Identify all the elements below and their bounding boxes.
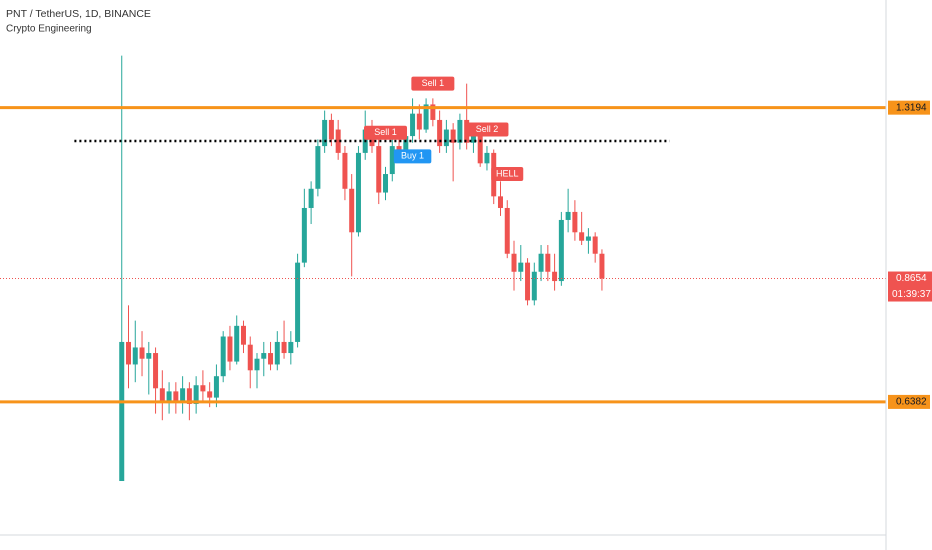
candle-body: [227, 336, 233, 362]
signal-label: Buy 1: [401, 151, 424, 161]
candle-body: [552, 271, 558, 282]
signal-label-box: [465, 122, 509, 137]
candle-body: [416, 113, 422, 130]
candle-body: [518, 262, 524, 272]
candle-body: [200, 385, 206, 392]
candle-body: [470, 132, 476, 143]
axes: 1.3194 0.6382 0.8654 01:39:37: [888, 100, 932, 409]
candle-body: [443, 129, 449, 147]
candle-body: [525, 262, 531, 301]
candle-body: [126, 341, 132, 365]
candle-body: [572, 211, 578, 233]
candle-body: [261, 353, 267, 359]
last-price-label: 0.8654: [896, 273, 927, 284]
candle-body: [328, 119, 334, 140]
candle-body: [146, 353, 152, 359]
candle-body: [477, 132, 483, 164]
plot: Sell 1 Sell 1 Buy 1 Sell 2 HELL: [0, 55, 886, 482]
candle-body: [119, 341, 125, 482]
candle-body: [430, 104, 436, 120]
candle-body: [504, 207, 510, 254]
candle-body: [511, 253, 517, 272]
candle-body: [193, 385, 199, 404]
candle-body: [295, 262, 301, 342]
candle-body: [349, 188, 355, 233]
candle-body: [545, 253, 551, 272]
signal-label: Sell 2: [476, 124, 499, 134]
candle-body: [308, 188, 314, 208]
level-label: 0.6382: [896, 397, 927, 408]
candle-body: [355, 152, 361, 233]
candle-body: [288, 341, 294, 354]
candle-body: [166, 391, 172, 401]
level-label-box: [888, 394, 930, 409]
candle-body: [403, 136, 409, 153]
candle-body: [139, 347, 145, 359]
level-label-box: [888, 100, 930, 115]
candle-body: [592, 236, 598, 254]
signal-label-box: [411, 76, 455, 91]
candle-body: [599, 253, 605, 279]
indicator-name: Crypto Engineering: [6, 24, 92, 35]
candle-body: [240, 325, 246, 345]
signal-label-box: [364, 125, 408, 140]
candle-body: [234, 325, 240, 362]
candle-body: [274, 341, 280, 365]
candle-body: [315, 146, 321, 189]
candle-body: [335, 129, 341, 153]
candle-body: [538, 253, 544, 272]
candle-body: [389, 146, 395, 175]
chart-title: PNT / TetherUS, 1D, BINANCE: [6, 8, 151, 20]
last-price-box: [888, 271, 932, 302]
candle-body: [207, 391, 213, 398]
signal-label-box: [393, 149, 432, 164]
candle-body: [450, 129, 456, 143]
candle-body: [565, 211, 571, 220]
candle-body: [376, 146, 382, 193]
candle-body: [437, 119, 443, 147]
candle-body: [301, 207, 307, 263]
candle-body: [484, 152, 490, 164]
signal-label: Sell 1: [422, 78, 445, 88]
candle-body: [585, 236, 591, 241]
candle-body: [180, 388, 186, 401]
level-label: 1.3194: [896, 102, 927, 113]
candle-body: [322, 119, 328, 147]
countdown-label: 01:39:37: [892, 289, 931, 300]
signal-label: Sell 1: [374, 127, 397, 137]
candle-body: [342, 152, 348, 189]
candle-body: [281, 341, 287, 354]
candle-body: [268, 353, 274, 365]
candle-body: [213, 376, 219, 398]
candle-body: [220, 336, 226, 377]
candle-body: [531, 271, 537, 301]
candle-body: [153, 353, 159, 389]
candle-body: [173, 391, 179, 401]
candle-body: [558, 219, 564, 282]
candle-body: [186, 388, 192, 404]
candle-body: [247, 344, 253, 371]
candle-body: [383, 174, 389, 193]
candle-body: [159, 388, 165, 401]
candle-body: [254, 358, 260, 371]
candle-body: [132, 347, 138, 365]
candle-body: [579, 232, 585, 241]
candle-body: [497, 196, 503, 208]
signal-label-box: [491, 167, 524, 182]
candle-body: [410, 113, 416, 137]
candle-body: [457, 119, 463, 143]
signal-label: HELL: [496, 168, 519, 178]
candle-body: [423, 104, 429, 130]
